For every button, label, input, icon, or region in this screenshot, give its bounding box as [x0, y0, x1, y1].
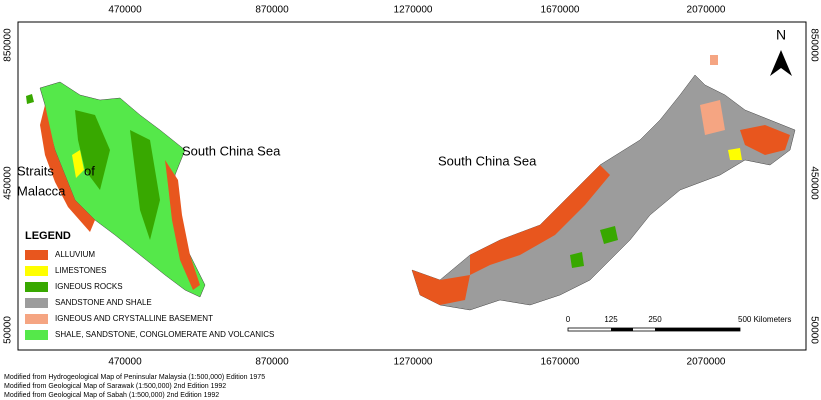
legend-swatch: [25, 282, 48, 292]
grid-label: 50000: [808, 316, 819, 344]
grid-label: 470000: [108, 5, 142, 16]
legend-label: ALLUVIUM: [55, 250, 95, 259]
grid-label: 1270000: [394, 357, 433, 368]
igneous-borneo: [600, 226, 618, 244]
credit: Modified from Geological Map of Sabah (1…: [4, 392, 219, 399]
scale-label: 500 Kilometers: [738, 315, 791, 324]
straits-label: Malacca: [17, 183, 66, 198]
scale-bar-segment: [655, 328, 740, 331]
scale-label: 250: [648, 315, 662, 324]
island-basement: [710, 55, 718, 65]
grid-label: 850000: [3, 28, 14, 62]
legend-label: IGNEOUS AND CRYSTALLINE BASEMENT: [55, 314, 213, 323]
legend-swatch: [25, 250, 48, 260]
alluvium-east: [165, 160, 200, 290]
legend-swatch: [25, 298, 48, 308]
credit: Modified from Hydrogeological Map of Pen…: [4, 374, 265, 381]
alluvium-sarawak: [470, 165, 610, 275]
limestone: [72, 150, 84, 178]
legend-swatch: [25, 266, 48, 276]
igneous-main: [130, 130, 160, 240]
sea-label: South China Sea: [182, 143, 281, 158]
scale-label: 0: [566, 315, 571, 324]
grid-label: 1670000: [541, 5, 580, 16]
grid-label: 450000: [3, 166, 14, 200]
straits-label: of: [84, 163, 95, 178]
legend-swatch: [25, 314, 48, 324]
north-label: N: [776, 27, 786, 43]
legend-label: LIMESTONES: [55, 266, 106, 275]
credit: Modified from Geological Map of Sarawak …: [4, 383, 226, 390]
legend-label: SANDSTONE AND SHALE: [55, 298, 152, 307]
legend-label: IGNEOUS ROCKS: [55, 282, 123, 291]
grid-label: 450000: [808, 166, 819, 200]
legend-swatch: [25, 330, 48, 340]
island: [26, 94, 34, 104]
alluvium-kuching: [412, 270, 470, 305]
north-arrow: [770, 50, 792, 76]
scale-label: 125: [604, 315, 618, 324]
legend-label: SHALE, SANDSTONE, CONGLOMERATE AND VOLCA…: [55, 330, 274, 339]
alluvium-west: [40, 105, 95, 232]
grid-label: 470000: [108, 357, 142, 368]
grid-label: 1270000: [394, 5, 433, 16]
grid-label: 850000: [808, 28, 819, 62]
sea-label: South China Sea: [438, 153, 537, 168]
limestone-sabah: [728, 148, 742, 160]
alluvium-sabah: [740, 125, 790, 155]
grid-label: 50000: [3, 316, 14, 344]
igneous-borneo-2: [570, 252, 584, 268]
igneous-west: [75, 110, 110, 190]
grid-label: 870000: [255, 357, 289, 368]
scale-bar-segment: [611, 328, 633, 331]
legend-title: LEGEND: [25, 230, 71, 242]
grid-label: 870000: [255, 5, 289, 16]
basement: [700, 100, 725, 135]
grid-label: 2070000: [687, 357, 726, 368]
grid-label: 1670000: [541, 357, 580, 368]
straits-label: Straits: [17, 163, 54, 178]
grid-label: 2070000: [687, 5, 726, 16]
